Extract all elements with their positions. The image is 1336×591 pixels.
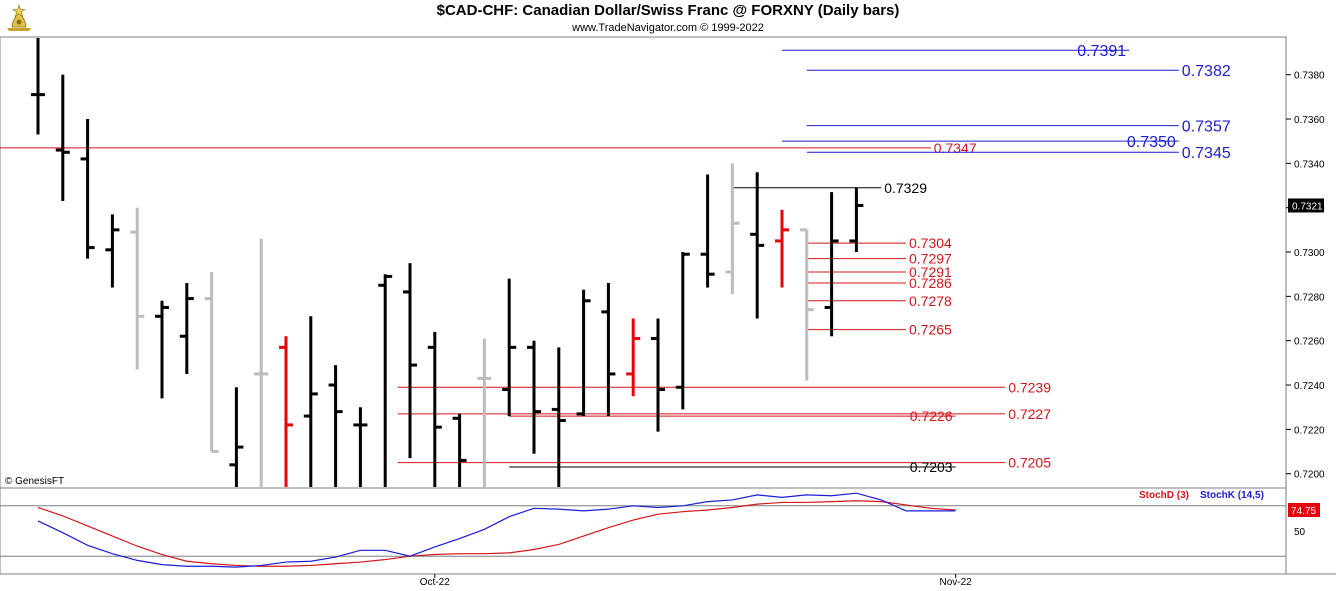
price-tick-label: 0.7280 bbox=[1294, 292, 1325, 303]
price-level-label: 0.7329 bbox=[884, 180, 927, 196]
price-panel bbox=[0, 36, 1287, 489]
price-bar bbox=[31, 38, 45, 135]
chart-title: $CAD-CHF: Canadian Dollar/Swiss Franc @ … bbox=[436, 2, 900, 19]
price-bar bbox=[328, 365, 343, 487]
last-price-label: 0.7321 bbox=[1292, 201, 1323, 212]
price-bar bbox=[477, 338, 492, 487]
price-level-label: 0.7391 bbox=[1077, 43, 1126, 60]
price-level-label: 0.7265 bbox=[909, 322, 952, 338]
price-bar bbox=[824, 192, 839, 337]
price-bar bbox=[675, 252, 690, 410]
price-bar bbox=[55, 74, 70, 202]
trade-navigator-logo-icon bbox=[3, 2, 35, 39]
price-bar bbox=[799, 228, 814, 381]
price-level-label: 0.7205 bbox=[1008, 455, 1051, 471]
time-axis-labels: Oct-22 Nov-22 bbox=[420, 574, 972, 588]
price-bar bbox=[378, 274, 393, 487]
stochastic-lines: 50 74.75 bbox=[0, 492, 1320, 568]
price-bar bbox=[353, 407, 368, 487]
stochastic-panel bbox=[0, 487, 1287, 575]
stoch-tick-label: 50 bbox=[1294, 527, 1306, 538]
price-bar bbox=[204, 271, 219, 454]
price-bar bbox=[130, 207, 145, 370]
price-bar bbox=[179, 283, 194, 374]
price-bar bbox=[651, 318, 665, 432]
price-bar bbox=[229, 387, 244, 487]
stoch-last-label: 74.75 bbox=[1291, 506, 1316, 517]
stoch-series-line bbox=[37, 500, 956, 567]
price-bar bbox=[155, 300, 169, 399]
stoch-k-legend: StochK (14,5) bbox=[1200, 490, 1264, 501]
price-bar bbox=[725, 163, 740, 295]
price-bar bbox=[80, 119, 95, 259]
price-bar bbox=[502, 278, 517, 417]
price-tick-label: 0.7240 bbox=[1294, 381, 1325, 392]
price-bar bbox=[576, 289, 591, 417]
price-tick-label: 0.7200 bbox=[1294, 470, 1325, 481]
genesis-watermark: © GenesisFT bbox=[5, 476, 64, 487]
time-tick-label: Oct-22 bbox=[420, 577, 450, 588]
last-price-box bbox=[1288, 198, 1324, 213]
price-level-label: 0.7203 bbox=[910, 459, 953, 475]
price-level-label: 0.7226 bbox=[910, 408, 953, 424]
time-axis bbox=[0, 574, 1336, 591]
stoch-series-line bbox=[37, 492, 956, 568]
price-level-label: 0.7345 bbox=[1182, 145, 1231, 162]
price-bar bbox=[601, 283, 616, 417]
price-bar bbox=[750, 172, 765, 319]
stoch-last-box bbox=[1288, 503, 1320, 517]
price-tick-label: 0.7340 bbox=[1294, 159, 1325, 170]
price-bar bbox=[700, 174, 715, 288]
price-level-label: 0.7291 bbox=[909, 264, 952, 280]
stoch-d-legend: StochD (3) bbox=[1139, 490, 1189, 501]
price-bar bbox=[527, 340, 541, 454]
price-level-label: 0.7286 bbox=[909, 275, 952, 291]
price-level-label: 0.7357 bbox=[1182, 118, 1231, 135]
price-bar bbox=[427, 331, 442, 487]
price-axis bbox=[1286, 37, 1336, 488]
price-bar bbox=[105, 214, 120, 288]
price-level-label: 0.7227 bbox=[1008, 406, 1051, 422]
price-level-label: 0.7297 bbox=[909, 251, 952, 267]
price-levels: 0.7391 0.7382 0.7357 0.7350 0.7347 0.7345 0.73… bbox=[0, 43, 1231, 475]
price-level-label: 0.7278 bbox=[909, 293, 952, 309]
price-bar bbox=[279, 336, 293, 487]
price-axis-ticks: 0.73800.73600.73400.73200.73000.72800.72… bbox=[1286, 71, 1325, 481]
price-level-label: 0.7350 bbox=[1127, 134, 1176, 151]
price-bar bbox=[303, 316, 318, 487]
price-bar bbox=[849, 187, 864, 253]
price-level-label: 0.7347 bbox=[934, 140, 977, 156]
price-bar bbox=[775, 209, 789, 288]
time-tick-label: Nov-22 bbox=[939, 577, 972, 588]
price-level-label: 0.7304 bbox=[909, 235, 952, 251]
price-bar bbox=[626, 318, 641, 397]
price-bar bbox=[452, 413, 467, 487]
price-level-label: 0.7239 bbox=[1008, 379, 1051, 395]
chart-subtitle: www.TradeNavigator.com © 1999-2022 bbox=[572, 22, 764, 34]
price-tick-label: 0.7380 bbox=[1294, 71, 1325, 82]
price-tick-label: 0.7300 bbox=[1294, 248, 1325, 259]
price-tick-label: 0.7220 bbox=[1294, 425, 1325, 436]
price-bars bbox=[31, 38, 864, 487]
chart-header: $CAD-CHF: Canadian Dollar/Swiss Franc @ … bbox=[0, 0, 1336, 37]
price-bar bbox=[254, 238, 269, 487]
price-level-label: 0.7382 bbox=[1182, 63, 1231, 80]
price-bar bbox=[403, 263, 417, 459]
price-tick-label: 0.7360 bbox=[1294, 115, 1325, 126]
price-tick-label: 0.7260 bbox=[1294, 337, 1325, 348]
price-bar bbox=[551, 347, 566, 487]
